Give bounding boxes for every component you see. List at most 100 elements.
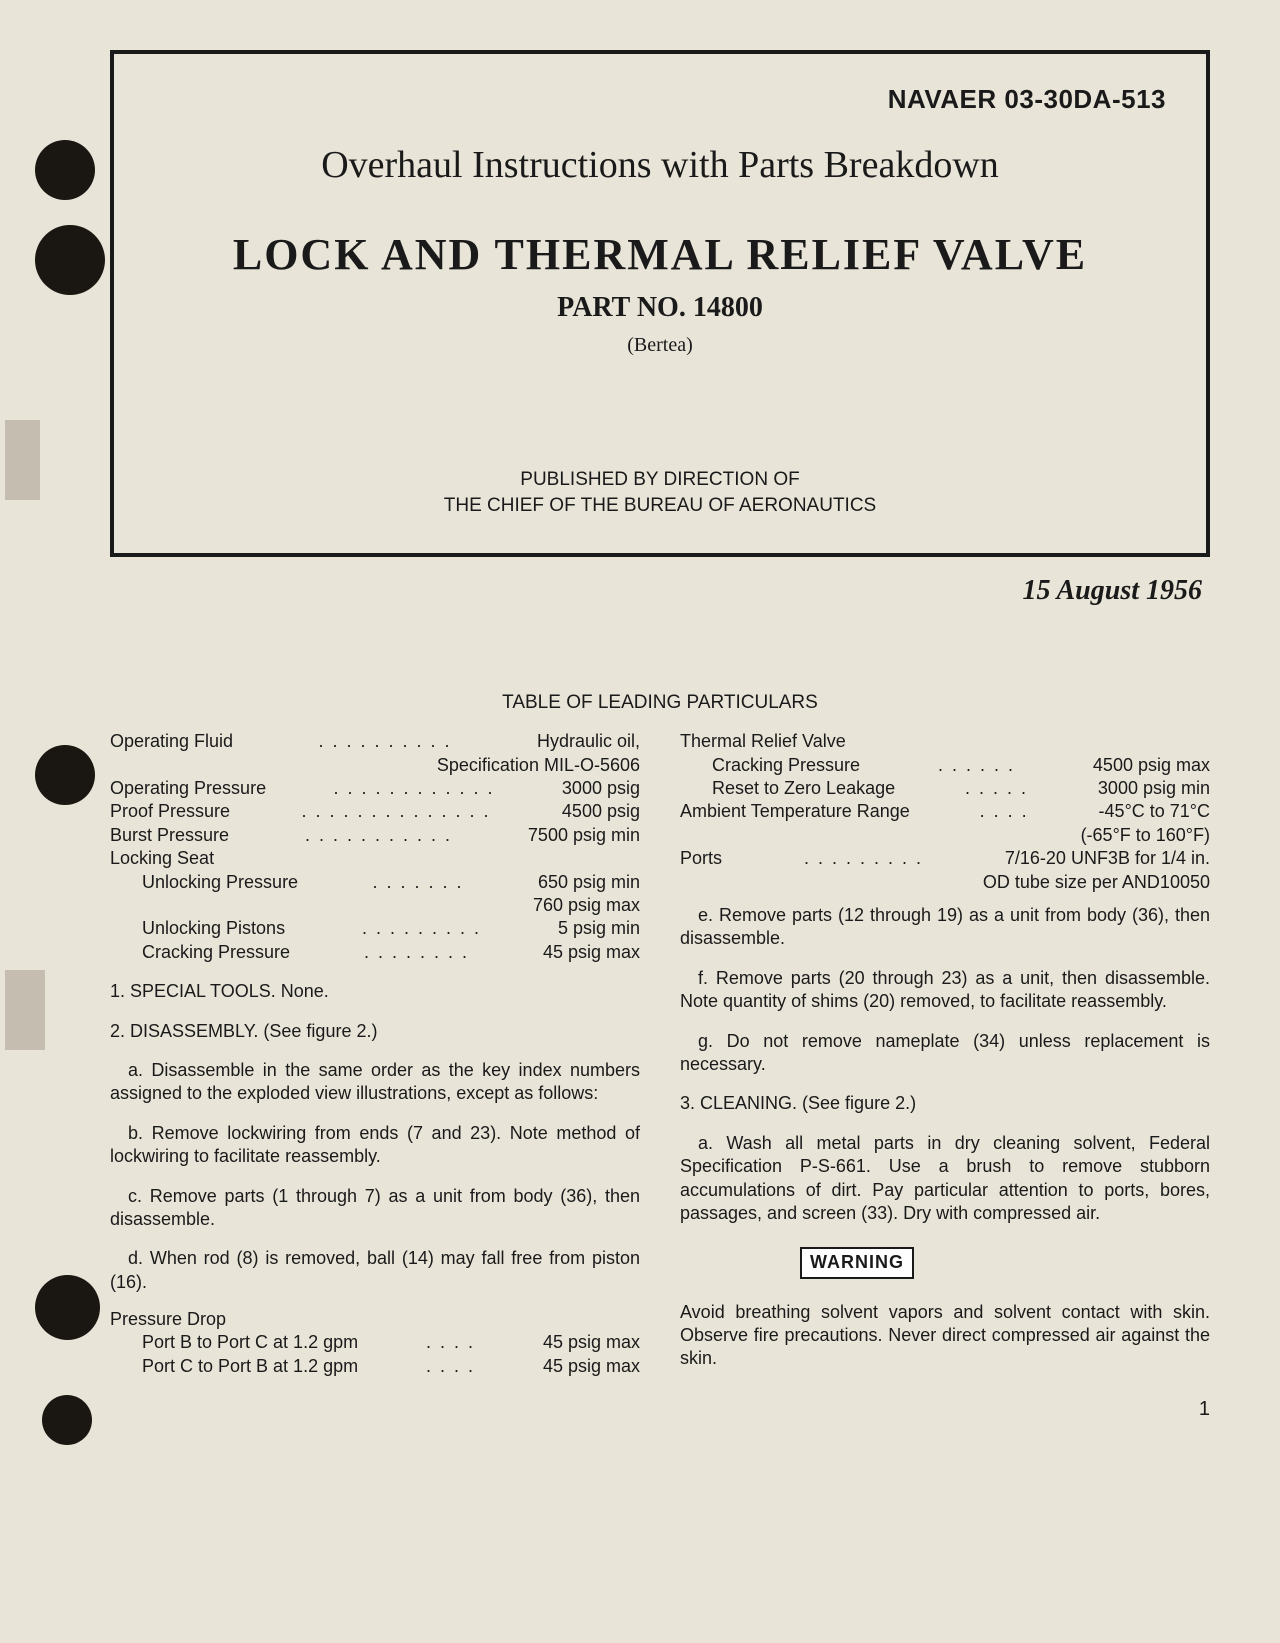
leader-dots: . . . . [358,1355,543,1378]
paragraph: f. Remove parts (20 through 23) as a uni… [680,967,1210,1014]
scan-artifact [5,970,45,1050]
binder-hole [35,1275,100,1340]
spec-row: Thermal Relief Valve [680,730,1210,753]
leader-dots: . . . . . . . [298,871,538,894]
paragraph: 3. CLEANING. (See figure 2.) [680,1092,1210,1115]
spec-label: Unlocking Pressure [142,871,298,894]
spec-label: Locking Seat [110,847,214,870]
spec-label: Ports [680,847,722,870]
spec-label: Unlocking Pistons [142,917,285,940]
paragraph: 1. SPECIAL TOOLS. None. [110,980,640,1003]
spec-label: Cracking Pressure [712,754,860,777]
paragraph: e. Remove parts (12 through 19) as a uni… [680,904,1210,951]
spec-row: Port B to Port C at 1.2 gpm . . . . 45 p… [110,1331,640,1354]
spec-row: Operating Pressure . . . . . . . . . . .… [110,777,640,800]
spec-value: 760 psig max [533,894,640,917]
spec-value: -45°C to 71°C [1099,800,1210,823]
spec-row-continuation: Specification MIL-O-5606 [110,754,640,777]
right-column: Thermal Relief Valve Cracking Pressure .… [680,730,1210,1378]
binder-hole [35,140,95,200]
leader-dots: . . . . . . . . . [722,847,1005,870]
leader-dots: . . . . . . . . . [285,917,558,940]
spec-label: Burst Pressure [110,824,229,847]
spec-row: Burst Pressure . . . . . . . . . . . 750… [110,824,640,847]
leader-dots: . . . . . . . . . . . . . . [230,800,562,823]
leader-dots: . . . . . . . . . . . [229,824,528,847]
spec-row: Reset to Zero Leakage . . . . . 3000 psi… [680,777,1210,800]
publisher-line: PUBLISHED BY DIRECTION OF [520,469,799,490]
spec-label: Port B to Port C at 1.2 gpm [142,1331,358,1354]
binder-hole [35,745,95,805]
spec-label: Operating Pressure [110,777,266,800]
leader-dots: . . . . . . [860,754,1093,777]
spec-label: Ambient Temperature Range [680,800,910,823]
spec-row: Port C to Port B at 1.2 gpm . . . . 45 p… [110,1355,640,1378]
spec-value: 7/16-20 UNF3B for 1/4 in. [1005,847,1210,870]
spec-row: Cracking Pressure . . . . . . . . 45 psi… [110,941,640,964]
paragraph: d. When rod (8) is removed, ball (14) ma… [110,1247,640,1294]
publisher: PUBLISHED BY DIRECTION OF THE CHIEF OF T… [154,467,1166,518]
spec-row: Cracking Pressure . . . . . . 4500 psig … [680,754,1210,777]
leader-dots: . . . . . [895,777,1098,800]
spec-row: Operating Fluid . . . . . . . . . . Hydr… [110,730,640,753]
content-columns: Operating Fluid . . . . . . . . . . Hydr… [110,730,1210,1378]
part-number: PART NO. 14800 [154,292,1166,324]
leader-dots: . . . . . . . . . . . . [266,777,562,800]
spec-value: Specification MIL-O-5606 [437,754,640,777]
left-column: Operating Fluid . . . . . . . . . . Hydr… [110,730,640,1378]
document-id: NAVAER 03-30DA-513 [154,84,1166,115]
manufacturer: (Bertea) [154,334,1166,357]
spec-value: 5 psig min [558,917,640,940]
spec-value: 7500 psig min [528,824,640,847]
paragraph: c. Remove parts (1 through 7) as a unit … [110,1185,640,1232]
title-box: NAVAER 03-30DA-513 Overhaul Instructions… [110,50,1210,557]
spec-value: OD tube size per AND10050 [983,871,1210,894]
spec-label: Proof Pressure [110,800,230,823]
document-subtitle: Overhaul Instructions with Parts Breakdo… [154,143,1166,187]
scan-artifact [5,420,40,500]
pressure-drop-title: Pressure Drop [110,1308,640,1331]
spec-row: Locking Seat [110,847,640,870]
spec-label: Port C to Port B at 1.2 gpm [142,1355,358,1378]
spec-label: Operating Fluid [110,730,233,753]
spec-row: Ports . . . . . . . . . 7/16-20 UNF3B fo… [680,847,1210,870]
leader-dots: . . . . . . . . [290,941,543,964]
spec-value: 3000 psig [562,777,640,800]
leader-dots: . . . . [910,800,1099,823]
spec-value: 45 psig max [543,1355,640,1378]
spec-row-continuation: OD tube size per AND10050 [680,871,1210,894]
leader-dots: . . . . [358,1331,543,1354]
leader-dots: . . . . . . . . . . [233,730,537,753]
page-number: 1 [110,1398,1210,1421]
spec-row: Ambient Temperature Range . . . . -45°C … [680,800,1210,823]
publication-date: 15 August 1956 [110,575,1202,607]
spec-row: Unlocking Pistons . . . . . . . . . 5 ps… [110,917,640,940]
spec-value: 4500 psig max [1093,754,1210,777]
publisher-line: THE CHIEF OF THE BUREAU OF AERONAUTICS [444,495,876,516]
paragraph: Avoid breathing solvent vapors and solve… [680,1301,1210,1371]
spec-value: (-65°F to 160°F) [1081,824,1210,847]
spec-value: 650 psig min [538,871,640,894]
spec-label: Reset to Zero Leakage [712,777,895,800]
paragraph: 2. DISASSEMBLY. (See figure 2.) [110,1020,640,1043]
spec-value: 3000 psig min [1098,777,1210,800]
spec-value: 4500 psig [562,800,640,823]
paragraph: g. Do not remove nameplate (34) unless r… [680,1030,1210,1077]
spec-label: Thermal Relief Valve [680,730,846,753]
binder-hole [35,225,105,295]
paragraph: a. Disassemble in the same order as the … [110,1059,640,1106]
spec-value: 45 psig max [543,941,640,964]
spec-row: Proof Pressure . . . . . . . . . . . . .… [110,800,640,823]
binder-hole [42,1395,92,1445]
document-title: LOCK AND THERMAL RELIEF VALVE [154,229,1166,280]
paragraph: a. Wash all metal parts in dry cleaning … [680,1132,1210,1226]
spec-value: 45 psig max [543,1331,640,1354]
paragraph: b. Remove lockwiring from ends (7 and 23… [110,1122,640,1169]
spec-label: Cracking Pressure [142,941,290,964]
spec-value: Hydraulic oil, [537,730,640,753]
particulars-heading: TABLE OF LEADING PARTICULARS [110,692,1210,714]
warning-label: WARNING [800,1247,914,1278]
spec-row: Unlocking Pressure . . . . . . . 650 psi… [110,871,640,894]
spec-row-continuation: 760 psig max [110,894,640,917]
spec-row-continuation: (-65°F to 160°F) [680,824,1210,847]
